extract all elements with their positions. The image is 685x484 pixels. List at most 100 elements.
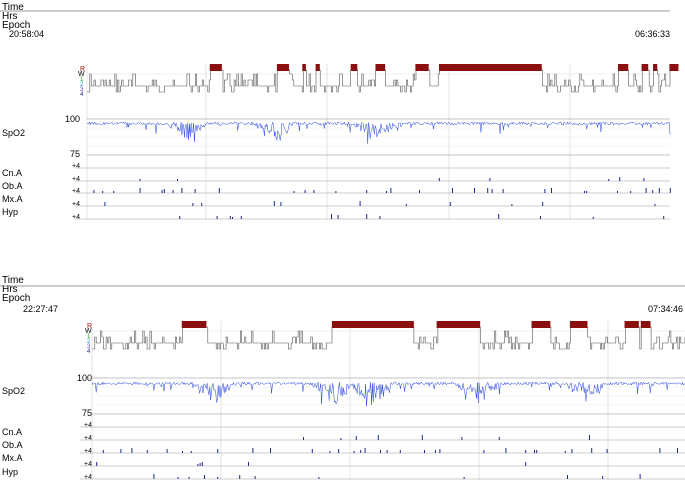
event-mark — [217, 477, 219, 479]
event-mark — [421, 435, 423, 440]
event-mark — [217, 449, 219, 453]
event-mark — [589, 435, 590, 440]
event-mark — [491, 189, 493, 193]
event-mark — [188, 477, 190, 479]
event-mark — [232, 217, 233, 219]
rem-period-bar — [209, 64, 222, 71]
event-scale-label: +4 — [84, 422, 92, 429]
event-row-label-mxa: Mx.A — [2, 453, 23, 463]
stage-label-rem: R — [80, 66, 85, 73]
event-mark — [131, 448, 133, 453]
event-mark — [606, 449, 608, 453]
event-mark — [153, 474, 155, 479]
event-mark — [366, 190, 368, 193]
event-mark — [502, 189, 504, 193]
event-mark — [591, 448, 593, 453]
stage-label-wake: W — [78, 71, 85, 78]
event-mark — [120, 449, 122, 453]
event-mark — [474, 188, 475, 193]
event-mark — [525, 450, 527, 453]
event-mark — [280, 202, 282, 206]
event-mark — [104, 202, 106, 206]
event-mark — [179, 216, 181, 219]
event-mark — [96, 462, 98, 466]
event-mark — [435, 450, 436, 453]
spo2-min-label: 75 — [82, 408, 92, 418]
time-row-label: Time — [2, 275, 24, 286]
event-mark — [544, 189, 546, 193]
event-scale-label: +4 — [84, 461, 92, 468]
rem-period-bar — [302, 64, 306, 71]
event-mark — [377, 435, 379, 440]
event-mark — [252, 448, 254, 453]
rem-period-bar — [375, 64, 386, 71]
hrs-row-label: Hrs — [2, 11, 18, 22]
event-mark — [216, 216, 218, 219]
event-row-label-hyp: Hyp — [2, 207, 18, 217]
rem-period-bar — [653, 64, 658, 71]
hypnogram-trace — [92, 326, 685, 350]
event-mark — [619, 177, 621, 181]
event-mark — [335, 191, 337, 193]
stage-label-1: 1 — [87, 334, 91, 340]
event-mark — [511, 204, 513, 206]
event-mark — [93, 190, 95, 193]
stage-label-2: 2 — [87, 339, 91, 345]
event-mark — [617, 191, 618, 193]
event-mark — [564, 451, 566, 453]
hypnogram-trace — [87, 69, 671, 93]
event-mark — [380, 450, 381, 453]
time-row-label: Time — [2, 2, 24, 13]
start-time-label: 22:27:47 — [23, 304, 58, 314]
event-mark — [161, 190, 163, 193]
event-mark — [658, 188, 660, 193]
event-mark — [592, 217, 594, 219]
stage-label-4: 4 — [80, 92, 84, 98]
event-mark — [390, 188, 392, 193]
event-mark — [353, 451, 355, 453]
spo2-trace — [86, 121, 671, 144]
sleep-stage-axis: R W 1 2 3 4 — [85, 323, 92, 355]
event-mark — [424, 450, 425, 453]
spo2-max-label: 100 — [65, 114, 80, 124]
event-mark — [498, 437, 500, 440]
event-mark — [218, 188, 220, 193]
spo2-plot — [91, 377, 685, 415]
event-mark — [439, 449, 441, 453]
event-mark — [181, 188, 183, 193]
event-row-label-oba: Ob.A — [2, 181, 23, 191]
hrs-row-label: Hrs — [2, 284, 18, 295]
rem-period-bar — [438, 64, 542, 71]
event-mark — [190, 451, 192, 453]
hypnogram — [92, 321, 685, 350]
event-row-label-cna: Cn.A — [2, 427, 22, 437]
event-rows — [75, 167, 671, 220]
event-mark — [584, 191, 585, 193]
stage-label-3: 3 — [80, 87, 84, 93]
event-mark — [452, 188, 453, 193]
event-mark — [355, 436, 357, 440]
event-mark — [386, 191, 387, 193]
event-mark — [461, 437, 463, 440]
event-mark — [602, 476, 604, 479]
event-mark — [201, 462, 203, 466]
rem-period-bar — [669, 64, 679, 71]
end-time-label: 07:34:46 — [648, 304, 683, 314]
event-mark — [340, 438, 342, 440]
sleep-panel-1: Time Hrs Epoch 20:58:04 06:36:33 R W 1 2… — [0, 2, 679, 221]
event-mark — [313, 190, 315, 193]
event-mark — [311, 449, 313, 453]
event-mark — [542, 202, 544, 206]
spo2-plot — [86, 118, 671, 156]
event-mark — [483, 450, 485, 453]
event-mark — [304, 190, 306, 193]
epoch-row-label: Epoch — [2, 20, 30, 31]
event-mark — [386, 450, 388, 453]
event-mark — [239, 475, 241, 479]
event-mark — [654, 204, 656, 206]
event-mark — [201, 203, 203, 206]
spo2-min-label: 75 — [70, 149, 80, 159]
spo2-label: SpO2 — [2, 386, 25, 396]
event-scale-label: +4 — [84, 474, 92, 481]
